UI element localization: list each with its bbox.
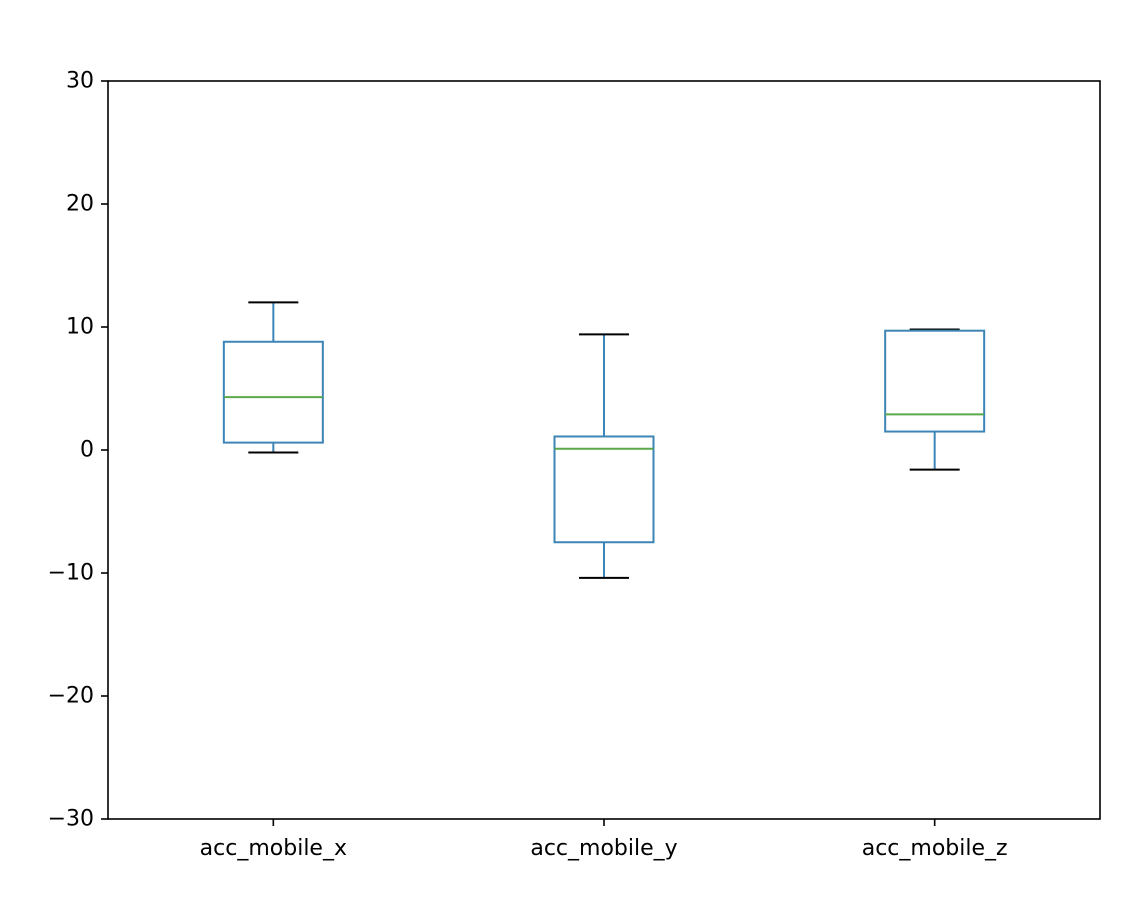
x-axis: acc_mobile_x acc_mobile_y acc_mobile_z xyxy=(200,819,1008,861)
iqr-box xyxy=(222,340,324,444)
box-acc_mobile_z xyxy=(884,328,986,471)
y-axis: −30 −20 −10 0 10 20 30 xyxy=(48,69,108,832)
y-tick-label: 30 xyxy=(66,69,94,94)
x-tick-label: acc_mobile_z xyxy=(862,836,1008,861)
y-tick-label: −20 xyxy=(48,684,94,709)
y-tick-label: −30 xyxy=(48,807,94,832)
iqr-box xyxy=(553,435,655,544)
plot-area-frame xyxy=(107,80,1101,820)
x-tick-label: acc_mobile_x xyxy=(200,836,347,861)
box-acc_mobile_x xyxy=(222,301,324,454)
y-tick-label: 0 xyxy=(80,438,94,463)
boxes xyxy=(222,301,986,579)
x-tick-label: acc_mobile_y xyxy=(530,836,677,861)
y-tick-label: 20 xyxy=(66,192,94,217)
box-acc_mobile_y xyxy=(553,333,655,579)
iqr-box xyxy=(884,329,986,433)
y-tick-label: 10 xyxy=(66,315,94,340)
y-tick-label: −10 xyxy=(48,561,94,586)
